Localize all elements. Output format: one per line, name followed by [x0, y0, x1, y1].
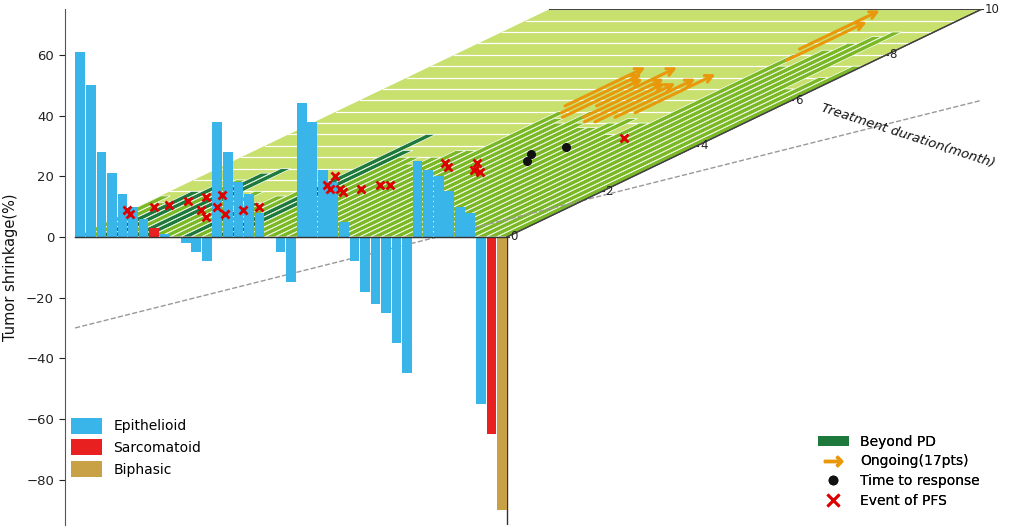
Text: 4: 4 — [700, 139, 708, 153]
Polygon shape — [275, 150, 466, 237]
Polygon shape — [297, 112, 567, 237]
Bar — [423, 170, 433, 237]
Bar — [202, 237, 212, 261]
Polygon shape — [191, 196, 287, 237]
Bar — [150, 228, 159, 237]
Polygon shape — [138, 168, 291, 237]
Bar — [307, 121, 317, 237]
Bar — [255, 213, 264, 237]
Polygon shape — [170, 210, 237, 237]
Polygon shape — [75, 10, 981, 237]
Bar — [329, 182, 338, 237]
Polygon shape — [413, 55, 802, 237]
Polygon shape — [86, 203, 167, 237]
Bar — [476, 237, 485, 404]
Polygon shape — [402, 123, 649, 237]
Bar — [339, 222, 348, 237]
Bar — [317, 170, 328, 237]
Polygon shape — [476, 89, 794, 237]
Bar — [434, 176, 443, 237]
Polygon shape — [307, 119, 563, 237]
Bar — [497, 237, 507, 510]
Polygon shape — [181, 203, 262, 237]
Bar — [244, 194, 254, 237]
Polygon shape — [128, 173, 270, 237]
Polygon shape — [108, 187, 221, 237]
Polygon shape — [265, 157, 441, 237]
Polygon shape — [360, 128, 597, 237]
Bar — [466, 213, 475, 237]
Polygon shape — [287, 150, 476, 237]
Polygon shape — [455, 36, 882, 237]
Bar — [349, 237, 359, 261]
Bar — [76, 52, 85, 237]
Polygon shape — [339, 123, 586, 237]
Bar — [160, 234, 170, 237]
Polygon shape — [391, 135, 614, 237]
Polygon shape — [466, 32, 902, 237]
Bar — [360, 237, 370, 291]
Bar — [223, 152, 232, 237]
Polygon shape — [76, 196, 171, 237]
Text: 10: 10 — [985, 3, 999, 16]
Bar — [128, 206, 138, 237]
Bar — [381, 237, 391, 313]
Polygon shape — [434, 50, 833, 237]
Bar — [444, 191, 454, 237]
Polygon shape — [486, 78, 828, 237]
Polygon shape — [329, 112, 599, 237]
Bar — [391, 237, 401, 343]
Polygon shape — [381, 119, 637, 237]
Bar — [371, 237, 380, 304]
Bar — [455, 206, 465, 237]
Text: 2: 2 — [605, 185, 612, 198]
Bar — [297, 103, 306, 237]
Polygon shape — [150, 196, 245, 237]
Bar — [191, 237, 201, 252]
Bar — [138, 219, 148, 237]
Bar — [118, 194, 127, 237]
Bar — [181, 237, 190, 243]
Bar — [96, 152, 106, 237]
Legend: Beyond PD, Ongoing(17pts), Time to response, Event of PFS: Beyond PD, Ongoing(17pts), Time to respo… — [813, 429, 985, 513]
Polygon shape — [349, 128, 587, 237]
Polygon shape — [317, 123, 564, 237]
Polygon shape — [423, 66, 788, 237]
Bar — [413, 161, 423, 237]
Bar — [213, 121, 222, 237]
Polygon shape — [371, 123, 617, 237]
Bar — [287, 237, 296, 282]
Bar — [233, 182, 244, 237]
Polygon shape — [444, 43, 857, 237]
Polygon shape — [213, 135, 435, 237]
Polygon shape — [96, 191, 201, 237]
Polygon shape — [223, 150, 413, 237]
Text: 8: 8 — [890, 48, 897, 61]
Polygon shape — [160, 191, 264, 237]
Polygon shape — [255, 164, 416, 237]
Polygon shape — [244, 157, 420, 237]
Text: 6: 6 — [795, 94, 803, 107]
Polygon shape — [118, 180, 246, 237]
Text: Treatment duration(month): Treatment duration(month) — [820, 101, 997, 169]
Polygon shape — [202, 191, 306, 237]
Polygon shape — [233, 157, 410, 237]
Bar — [275, 237, 286, 252]
Bar — [402, 237, 412, 373]
Y-axis label: Tumor shrinkage(%): Tumor shrinkage(%) — [3, 193, 17, 341]
Text: 0: 0 — [510, 230, 518, 243]
Bar — [86, 85, 95, 237]
Polygon shape — [497, 66, 862, 237]
Bar — [486, 237, 497, 434]
Bar — [108, 173, 117, 237]
